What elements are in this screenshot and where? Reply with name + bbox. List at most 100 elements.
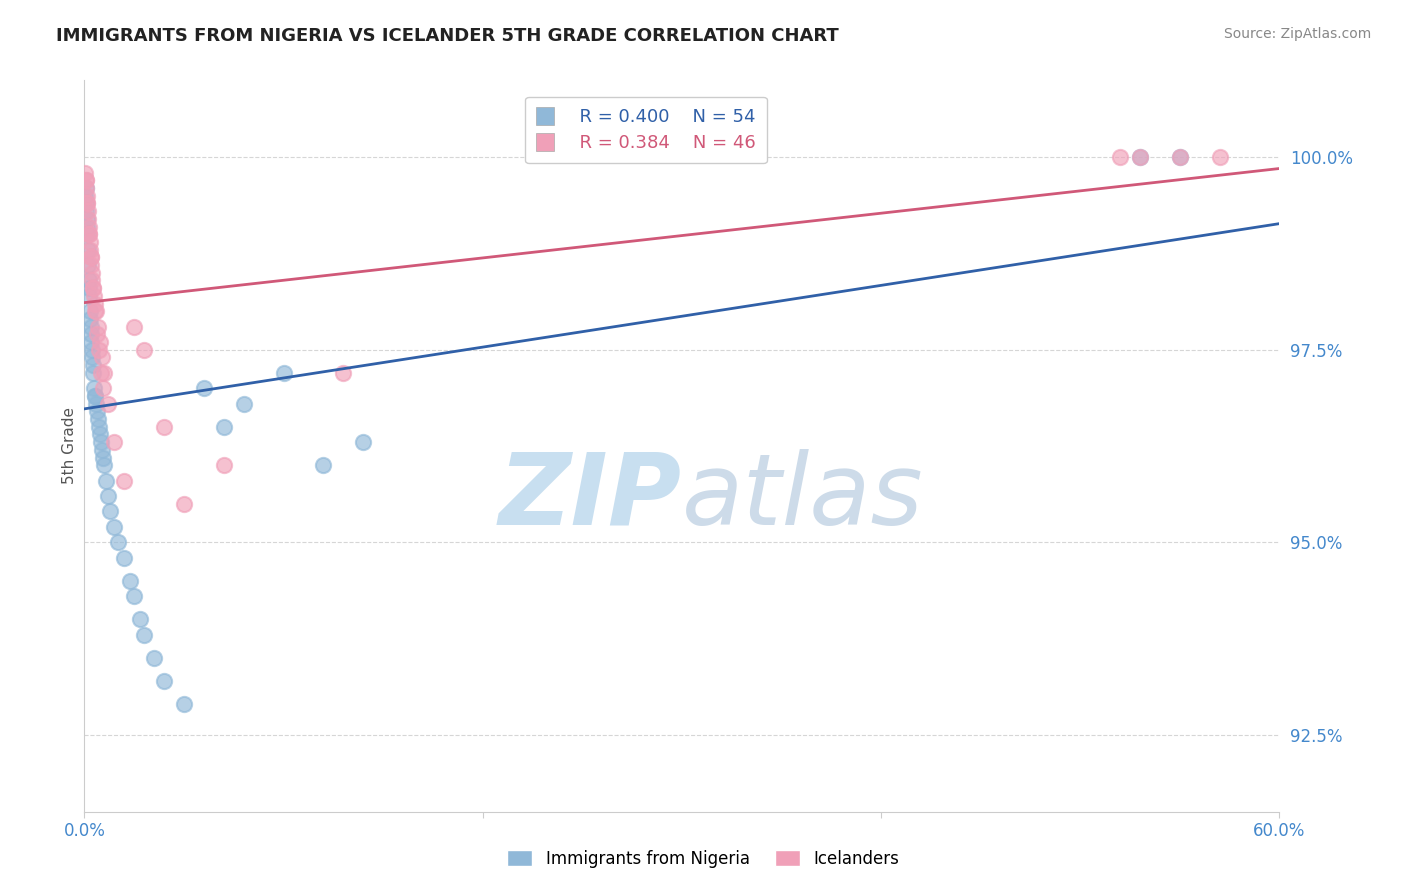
- Point: [76, 227, 98, 242]
- Point: [89, 419, 111, 434]
- Point: [75, 188, 97, 202]
- Point: [93, 366, 115, 380]
- Text: atlas: atlas: [682, 449, 924, 546]
- Point: [83, 289, 105, 303]
- Point: [79, 304, 101, 318]
- Point: [89, 334, 111, 349]
- Point: [1168, 150, 1191, 164]
- Text: ZIP: ZIP: [499, 449, 682, 546]
- Point: [77, 281, 100, 295]
- Point: [86, 397, 108, 411]
- Point: [89, 343, 111, 357]
- Point: [107, 535, 129, 549]
- Point: [86, 327, 108, 342]
- Point: [77, 211, 100, 226]
- Point: [75, 173, 97, 187]
- Point: [77, 273, 100, 287]
- Point: [80, 266, 103, 280]
- Point: [90, 366, 112, 380]
- Point: [80, 319, 103, 334]
- Point: [153, 419, 176, 434]
- Point: [75, 173, 97, 187]
- Point: [91, 381, 114, 395]
- Point: [79, 227, 101, 242]
- Point: [97, 489, 120, 503]
- Point: [1129, 150, 1152, 164]
- Point: [75, 166, 97, 180]
- Point: [120, 574, 142, 588]
- Point: [132, 627, 156, 641]
- Point: [82, 273, 104, 287]
- Point: [98, 504, 121, 518]
- Legend:   R = 0.400    N = 54,   R = 0.384    N = 46: R = 0.400 N = 54, R = 0.384 N = 46: [524, 96, 768, 163]
- Point: [103, 520, 125, 534]
- Point: [93, 458, 115, 473]
- Point: [82, 351, 104, 365]
- Point: [1209, 150, 1232, 164]
- Point: [83, 381, 105, 395]
- Point: [80, 251, 103, 265]
- Point: [84, 296, 107, 310]
- Point: [173, 697, 195, 711]
- Point: [80, 251, 103, 265]
- Point: [82, 281, 104, 295]
- Text: Source: ZipAtlas.com: Source: ZipAtlas.com: [1223, 27, 1371, 41]
- Y-axis label: 5th Grade: 5th Grade: [62, 408, 77, 484]
- Point: [232, 397, 254, 411]
- Point: [79, 312, 101, 326]
- Point: [312, 458, 335, 473]
- Point: [86, 404, 108, 418]
- Point: [82, 358, 104, 372]
- Point: [129, 612, 152, 626]
- Point: [90, 435, 112, 450]
- Legend: Immigrants from Nigeria, Icelanders: Immigrants from Nigeria, Icelanders: [501, 844, 905, 875]
- Point: [80, 334, 103, 349]
- Point: [89, 427, 111, 442]
- Point: [75, 204, 97, 219]
- Point: [86, 304, 108, 318]
- Point: [77, 243, 100, 257]
- Point: [77, 227, 100, 242]
- Point: [77, 204, 100, 219]
- Point: [82, 281, 104, 295]
- Point: [91, 442, 114, 457]
- Point: [84, 389, 107, 403]
- Point: [1129, 150, 1152, 164]
- Point: [132, 343, 156, 357]
- Point: [193, 381, 215, 395]
- Point: [273, 366, 295, 380]
- Point: [212, 458, 235, 473]
- Point: [75, 196, 97, 211]
- Point: [76, 196, 98, 211]
- Point: [79, 289, 101, 303]
- Point: [112, 550, 135, 565]
- Point: [103, 435, 125, 450]
- Point: [77, 258, 100, 272]
- Point: [332, 366, 354, 380]
- Point: [87, 412, 110, 426]
- Point: [79, 243, 101, 257]
- Point: [79, 235, 101, 249]
- Point: [80, 327, 103, 342]
- Point: [112, 474, 135, 488]
- Point: [1168, 150, 1191, 164]
- Point: [153, 673, 176, 688]
- Point: [97, 397, 120, 411]
- Point: [1109, 150, 1132, 164]
- Point: [76, 219, 98, 234]
- Point: [75, 181, 97, 195]
- Point: [80, 343, 103, 357]
- Point: [76, 211, 98, 226]
- Point: [76, 188, 98, 202]
- Point: [173, 497, 195, 511]
- Point: [82, 366, 104, 380]
- Point: [84, 304, 107, 318]
- Point: [96, 474, 118, 488]
- Text: IMMIGRANTS FROM NIGERIA VS ICELANDER 5TH GRADE CORRELATION CHART: IMMIGRANTS FROM NIGERIA VS ICELANDER 5TH…: [56, 27, 839, 45]
- Point: [122, 319, 145, 334]
- Point: [84, 389, 107, 403]
- Point: [122, 589, 145, 603]
- Point: [80, 258, 103, 272]
- Point: [212, 419, 235, 434]
- Point: [77, 219, 100, 234]
